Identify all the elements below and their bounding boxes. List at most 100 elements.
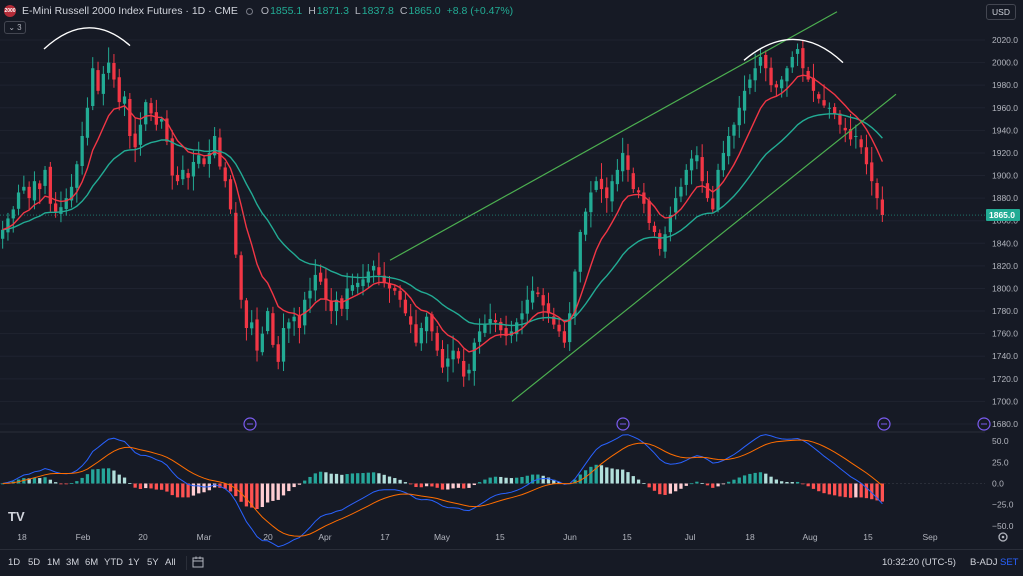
- macd-histogram-bar: [456, 483, 461, 488]
- price-tick-label: 1720.0: [992, 374, 1018, 384]
- macd-histogram-bar: [732, 479, 736, 484]
- candle-body: [721, 152, 726, 171]
- range-1y[interactable]: 1Y: [128, 557, 140, 568]
- session-toggle[interactable]: SET: [1000, 557, 1019, 568]
- macd-histogram-bar: [96, 469, 100, 484]
- drawings[interactable]: [43, 11, 897, 402]
- macd-histogram-bar: [557, 481, 561, 484]
- candle-body: [191, 161, 196, 177]
- macd-histogram-bar: [806, 483, 810, 487]
- range-5d[interactable]: 5D: [28, 557, 41, 568]
- candle-body: [806, 70, 810, 80]
- chart-title[interactable]: E-Mini Russell 2000 Index Futures · 1D ·…: [22, 5, 238, 17]
- candle-body: [843, 127, 847, 131]
- candle-body: [668, 215, 673, 233]
- candle-body: [785, 68, 789, 82]
- range-all[interactable]: All: [165, 557, 176, 568]
- candle-body: [774, 84, 779, 88]
- candle-body: [705, 183, 710, 199]
- candle-body: [265, 311, 270, 332]
- macd-histogram-bar: [801, 483, 805, 485]
- macd-histogram-bar: [59, 483, 63, 485]
- price-axis[interactable]: 2020.0 2000.0 1980.0 1960.0 1940.0 1920.0 1900…: [0, 35, 1020, 429]
- price-tick-label: 1780.0: [992, 306, 1018, 316]
- macd-histogram-bar: [85, 474, 90, 484]
- trendline-lower: [511, 93, 897, 402]
- high-label: H: [308, 5, 316, 17]
- macd-histogram-bar: [785, 481, 789, 484]
- candle-body: [91, 68, 95, 107]
- tradingview-logo[interactable]: TV: [8, 509, 25, 524]
- candle-body: [398, 290, 402, 300]
- candle-body: [165, 118, 169, 142]
- event-markers[interactable]: [243, 417, 991, 431]
- clock[interactable]: 10:32:20 (UTC-5): [882, 557, 956, 568]
- candle-body: [854, 136, 858, 137]
- candle-body: [477, 331, 482, 342]
- chart-canvas[interactable]: 2020.0 2000.0 1980.0 1960.0 1940.0 1920.0 1900…: [0, 0, 1023, 549]
- macd-histogram-bar: [626, 472, 630, 484]
- macd-histogram-bar: [748, 473, 752, 484]
- range-6m[interactable]: 6M: [85, 557, 99, 568]
- price-tick-label: 2000.0: [992, 58, 1018, 68]
- candle-body: [250, 322, 254, 329]
- candle-body: [737, 107, 741, 126]
- candle-body: [234, 212, 238, 255]
- range-1m[interactable]: 1M: [47, 557, 61, 568]
- candle-body: [562, 331, 567, 343]
- symbol-icon[interactable]: 2000: [4, 5, 16, 17]
- candle-body: [186, 173, 190, 178]
- bottom-toolbar: 1D 5D 1M 3M 6M YTD 1Y 5Y All 10:32:20 (U…: [0, 549, 1023, 576]
- currency-button[interactable]: USD: [986, 4, 1016, 20]
- macd-histogram-bar: [234, 483, 238, 497]
- macd-histogram-bar: [833, 483, 837, 496]
- time-tick-label: 18: [745, 532, 755, 542]
- macd-histogram-bar: [244, 483, 249, 507]
- candle-body: [488, 318, 492, 324]
- macd-histogram-bar: [599, 465, 604, 484]
- macd-histogram-bar: [191, 483, 196, 496]
- macd-histogram-bar: [281, 483, 286, 496]
- macd-histogram-bar: [647, 483, 651, 488]
- macd-histogram-bar: [843, 483, 847, 498]
- macd-histogram-bar: [265, 483, 270, 503]
- price-tick-label: 1920.0: [992, 148, 1018, 158]
- macd-histogram-bar: [737, 477, 741, 484]
- candle-body: [313, 274, 317, 291]
- macd-histogram-bar: [165, 483, 169, 492]
- candle-body: [212, 136, 217, 156]
- double-top-arc-right: [743, 38, 844, 64]
- macd-histogram-bar: [467, 483, 471, 488]
- range-ytd[interactable]: YTD: [104, 557, 123, 568]
- candle-body: [382, 275, 386, 283]
- macd-histogram-bar: [435, 483, 439, 488]
- range-3m[interactable]: 3M: [66, 557, 80, 568]
- macd-histogram-bar: [424, 483, 429, 487]
- macd-histogram-bar: [154, 483, 158, 490]
- macd-histogram-bar: [594, 464, 598, 484]
- macd-histogram-bar: [345, 474, 349, 484]
- time-axis[interactable]: 18 Feb 20 Mar 20 Apr 17 May 15 Jun 15 Jul 18 Aug 15 Sep: [17, 532, 938, 542]
- gear-icon[interactable]: [998, 532, 1008, 542]
- macd-histogram-bar: [695, 481, 699, 484]
- candle-body: [223, 167, 227, 182]
- indicators-toggle-button[interactable]: ⌄ 3: [4, 21, 26, 34]
- range-5y[interactable]: 5Y: [147, 557, 159, 568]
- candle-body: [96, 70, 100, 91]
- candle-body: [833, 107, 837, 114]
- calendar-icon[interactable]: [192, 556, 204, 568]
- candle-body: [345, 288, 349, 310]
- range-1d[interactable]: 1D: [8, 557, 21, 568]
- macd-histogram-bar: [197, 483, 201, 494]
- candle-body: [589, 192, 593, 213]
- candle-body: [106, 62, 111, 73]
- candle-body: [594, 181, 598, 190]
- macd-histogram-bar: [133, 483, 137, 488]
- adjustment-toggle[interactable]: B-ADJ: [970, 557, 998, 568]
- candle-body: [239, 255, 243, 300]
- candle-body: [700, 157, 704, 182]
- macd-histogram-bar: [509, 478, 514, 484]
- candle-body: [758, 56, 763, 66]
- candle-body: [626, 155, 630, 170]
- macd-histogram-bar: [838, 483, 842, 497]
